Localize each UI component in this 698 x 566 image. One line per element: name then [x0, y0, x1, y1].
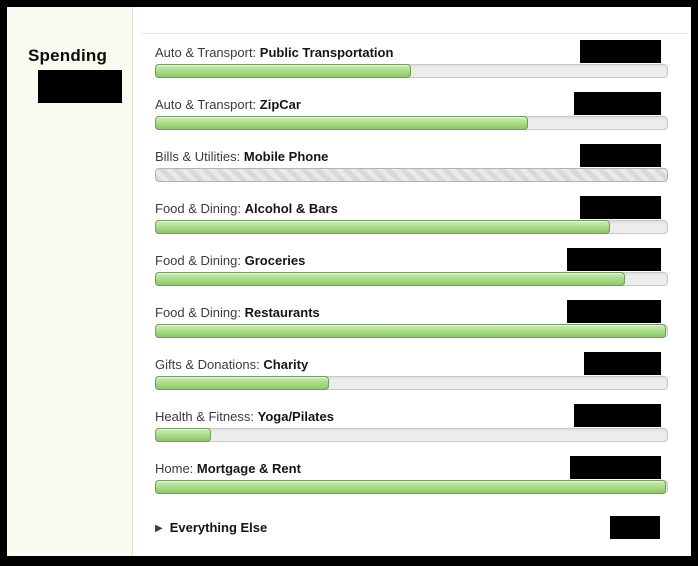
budget-row[interactable]: Food & Dining: Groceries: [155, 241, 668, 293]
budget-category: Food & Dining:: [155, 253, 241, 268]
redacted-sidebar-value: [38, 70, 122, 103]
redacted-amount: [574, 92, 661, 115]
budget-progress-track: [155, 480, 668, 494]
everything-else-label: ▶ Everything Else: [155, 501, 668, 538]
budget-label: Home: Mortgage & Rent: [155, 449, 668, 477]
budget-progress-track: [155, 64, 668, 78]
redacted-amount: [567, 248, 661, 271]
redacted-amount: [580, 40, 661, 63]
budget-label: Food & Dining: Restaurants: [155, 293, 668, 321]
redacted-amount: [610, 516, 660, 539]
budget-progress-track: [155, 116, 668, 130]
sidebar: Spending: [7, 7, 133, 556]
budgets-panel: Spending Auto & Transport: Public Transp…: [7, 7, 691, 556]
budget-progress-fill: [155, 428, 212, 442]
everything-else-row[interactable]: ▶ Everything Else: [155, 501, 668, 555]
budget-row[interactable]: Gifts & Donations: Charity: [155, 345, 668, 397]
budget-progress-fill: [155, 480, 666, 494]
budget-progress-track: [155, 324, 668, 338]
budget-subcategory: Yoga/Pilates: [257, 409, 334, 424]
budget-label: Food & Dining: Groceries: [155, 241, 668, 269]
budget-progress-fill: [155, 272, 626, 286]
disclosure-arrow-icon[interactable]: ▶: [155, 523, 163, 534]
budget-subcategory: Charity: [263, 357, 309, 372]
budget-progress-fill: [155, 64, 411, 78]
redacted-amount: [580, 196, 661, 219]
budget-category: Auto & Transport:: [155, 45, 257, 60]
budget-row[interactable]: Auto & Transport: Public Transportation: [155, 33, 668, 85]
budget-row[interactable]: Health & Fitness: Yoga/Pilates: [155, 397, 668, 449]
budget-progress-fill: [155, 220, 610, 234]
budget-category: Health & Fitness:: [155, 409, 254, 424]
budget-row[interactable]: Home: Mortgage & Rent: [155, 449, 668, 501]
budget-row[interactable]: Auto & Transport: ZipCar: [155, 85, 668, 137]
redacted-amount: [570, 456, 661, 479]
budget-progress-fill: [155, 324, 666, 338]
budget-row[interactable]: Food & Dining: Alcohol & Bars: [155, 189, 668, 241]
budget-subcategory: Mobile Phone: [243, 149, 329, 164]
budget-list-area: Auto & Transport: Public Transportation …: [133, 7, 691, 556]
budget-progress-fill: [155, 116, 529, 130]
budget-category: Bills & Utilities:: [155, 149, 241, 164]
budget-subcategory: Restaurants: [244, 305, 320, 320]
budget-category: Home:: [155, 461, 194, 476]
budget-category: Gifts & Donations:: [155, 357, 260, 372]
budget-progress-track: [155, 168, 668, 182]
budget-label: Gifts & Donations: Charity: [155, 345, 668, 373]
budget-label: Food & Dining: Alcohol & Bars: [155, 189, 668, 217]
budget-subcategory: Mortgage & Rent: [196, 461, 301, 476]
budget-progress-fill: [155, 376, 329, 390]
budget-subcategory: Groceries: [244, 253, 306, 268]
budget-category: Food & Dining:: [155, 201, 241, 216]
budget-progress-track: [155, 272, 668, 286]
redacted-amount: [580, 144, 661, 167]
budget-row[interactable]: Food & Dining: Restaurants: [155, 293, 668, 345]
spending-heading: Spending: [28, 46, 108, 65]
budget-label: Auto & Transport: ZipCar: [155, 85, 668, 113]
budget-subcategory: Alcohol & Bars: [244, 201, 338, 216]
budget-subcategory: ZipCar: [259, 97, 301, 112]
budget-progress-track: [155, 220, 668, 234]
redacted-amount: [574, 404, 661, 427]
everything-else-text: Everything Else: [169, 520, 268, 535]
redacted-amount: [567, 300, 661, 323]
budget-row[interactable]: Bills & Utilities: Mobile Phone: [155, 137, 668, 189]
budget-rows: Auto & Transport: Public Transportation …: [155, 33, 668, 555]
budget-label: Health & Fitness: Yoga/Pilates: [155, 397, 668, 425]
redacted-amount: [584, 352, 661, 375]
budget-label: Auto & Transport: Public Transportation: [155, 33, 668, 61]
budget-category: Food & Dining:: [155, 305, 241, 320]
budget-label: Bills & Utilities: Mobile Phone: [155, 137, 668, 165]
budget-progress-track: [155, 376, 668, 390]
budget-subcategory: Public Transportation: [259, 45, 394, 60]
budget-progress-track: [155, 428, 668, 442]
budget-category: Auto & Transport:: [155, 97, 257, 112]
